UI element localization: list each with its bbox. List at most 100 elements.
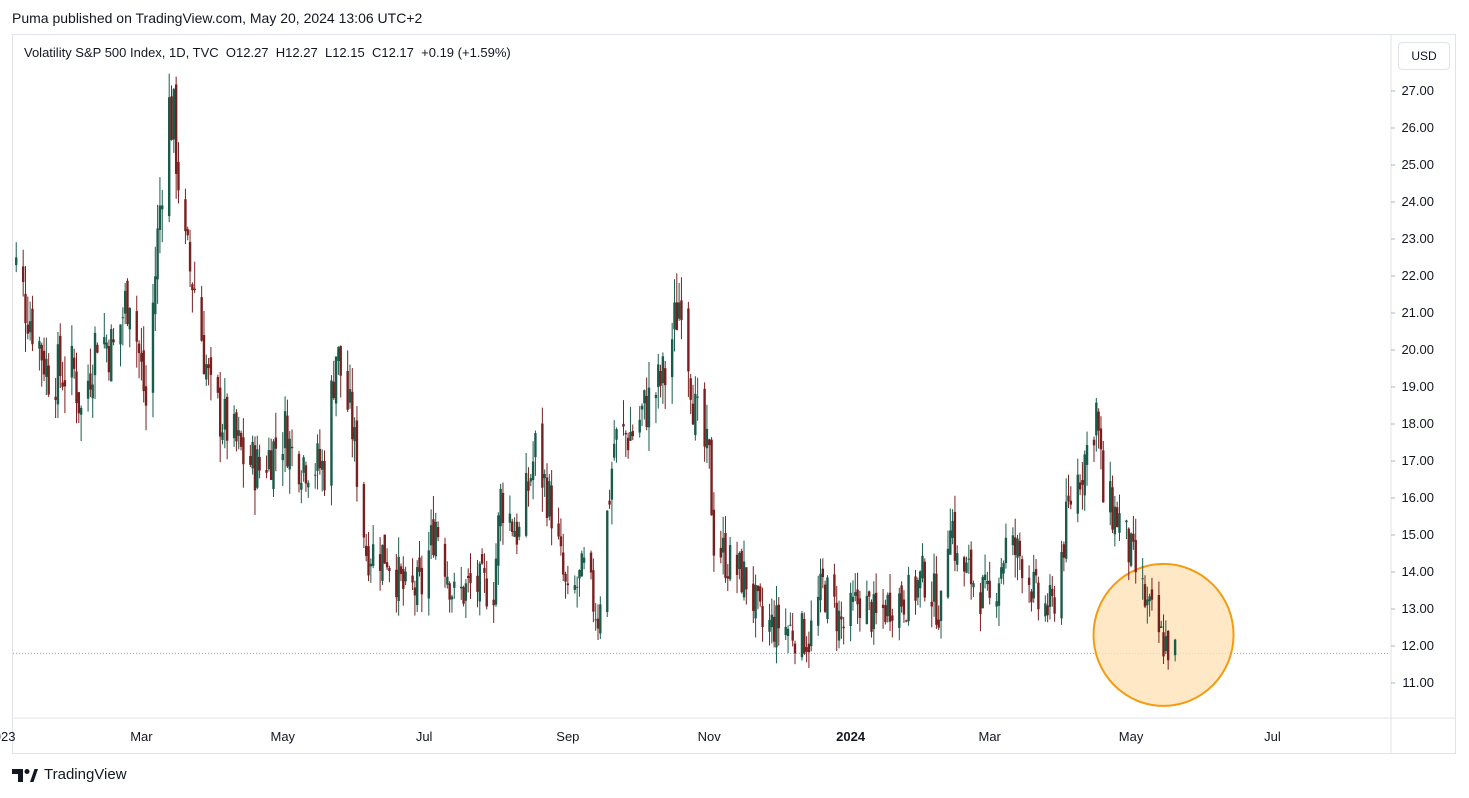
candle-body	[432, 519, 435, 556]
candle	[86, 364, 90, 412]
candle	[594, 603, 597, 631]
candle-body	[110, 329, 113, 382]
candle	[318, 429, 322, 475]
candle-body	[870, 601, 873, 632]
candle-body	[26, 324, 30, 334]
candle	[170, 85, 173, 141]
candle-body	[501, 492, 505, 524]
candle	[205, 354, 208, 386]
candle-body	[135, 311, 138, 342]
y-tick-label: 11.00	[1402, 675, 1434, 690]
candle-body	[647, 387, 651, 428]
footer-brand-label: TradingView	[44, 766, 127, 783]
candle	[225, 393, 229, 460]
candle-body	[1125, 520, 1128, 523]
candle	[1013, 518, 1017, 578]
candle	[629, 406, 632, 442]
candle	[251, 435, 254, 475]
candle	[253, 436, 257, 515]
candle	[550, 470, 553, 546]
candle	[615, 427, 618, 463]
candle-body	[235, 412, 238, 442]
candle-body	[1173, 639, 1177, 656]
candle-body	[963, 557, 966, 572]
candle-body	[969, 549, 973, 585]
candle-body	[777, 604, 780, 629]
candle	[144, 365, 148, 431]
candle-body	[103, 337, 106, 345]
candle-body	[1004, 537, 1008, 564]
candle	[867, 590, 871, 611]
candle-body	[332, 381, 335, 399]
candle-body	[1062, 544, 1066, 558]
candle-body	[613, 443, 616, 458]
candle	[107, 339, 111, 381]
candle	[708, 438, 711, 469]
candle	[119, 324, 122, 367]
legend-high-label: H	[275, 45, 286, 60]
candle	[772, 600, 776, 648]
candle-body	[207, 364, 210, 369]
candle-body	[640, 405, 644, 410]
candle	[881, 589, 885, 629]
candle-body	[436, 527, 440, 538]
candle	[174, 76, 178, 199]
candle	[460, 566, 463, 600]
candle-body	[418, 557, 421, 572]
candle	[151, 283, 155, 418]
candle-body	[1046, 605, 1049, 616]
candle-body	[756, 585, 760, 592]
candle-body	[448, 583, 451, 600]
candle-body	[446, 576, 449, 585]
candle-body	[932, 573, 936, 602]
footer-branding[interactable]: TradingView	[12, 766, 127, 783]
candle-body	[395, 569, 398, 598]
candle	[508, 495, 512, 532]
candle	[803, 612, 806, 655]
candle	[1109, 461, 1112, 526]
candle	[45, 337, 48, 396]
candle	[515, 513, 519, 555]
candle-body	[821, 568, 825, 578]
candle	[740, 548, 743, 594]
candle	[513, 517, 516, 537]
candle	[59, 323, 62, 389]
candle	[242, 418, 245, 488]
candle	[105, 334, 108, 363]
candle-body	[610, 468, 614, 500]
candle-body	[696, 396, 699, 398]
candle	[93, 326, 97, 399]
candle	[1083, 450, 1086, 511]
candle-body	[128, 308, 131, 330]
candle-body	[314, 474, 317, 476]
candle-body	[833, 574, 836, 597]
candle-body	[856, 589, 859, 605]
candle-body	[334, 356, 338, 404]
currency-button[interactable]: USD	[1398, 42, 1450, 70]
candle	[186, 226, 189, 241]
candle-body	[413, 587, 417, 596]
candle-body	[249, 456, 252, 465]
candle	[480, 548, 484, 565]
candle	[96, 342, 99, 354]
candle	[31, 295, 34, 352]
candle-body	[643, 390, 646, 404]
candle	[566, 565, 570, 595]
candle-body	[316, 443, 319, 471]
candle	[963, 555, 966, 587]
candle	[511, 518, 514, 537]
candle-body	[462, 587, 465, 604]
candle	[902, 590, 906, 623]
candle	[79, 405, 83, 442]
x-tick-label: Jul	[1264, 729, 1281, 744]
candle	[38, 336, 41, 371]
candle	[886, 592, 889, 623]
candle-body	[371, 544, 375, 566]
candle	[1004, 523, 1008, 569]
candle-body	[337, 347, 340, 361]
candle	[613, 420, 616, 461]
candle-body	[508, 513, 512, 523]
candle	[592, 558, 595, 623]
candle	[249, 444, 252, 468]
